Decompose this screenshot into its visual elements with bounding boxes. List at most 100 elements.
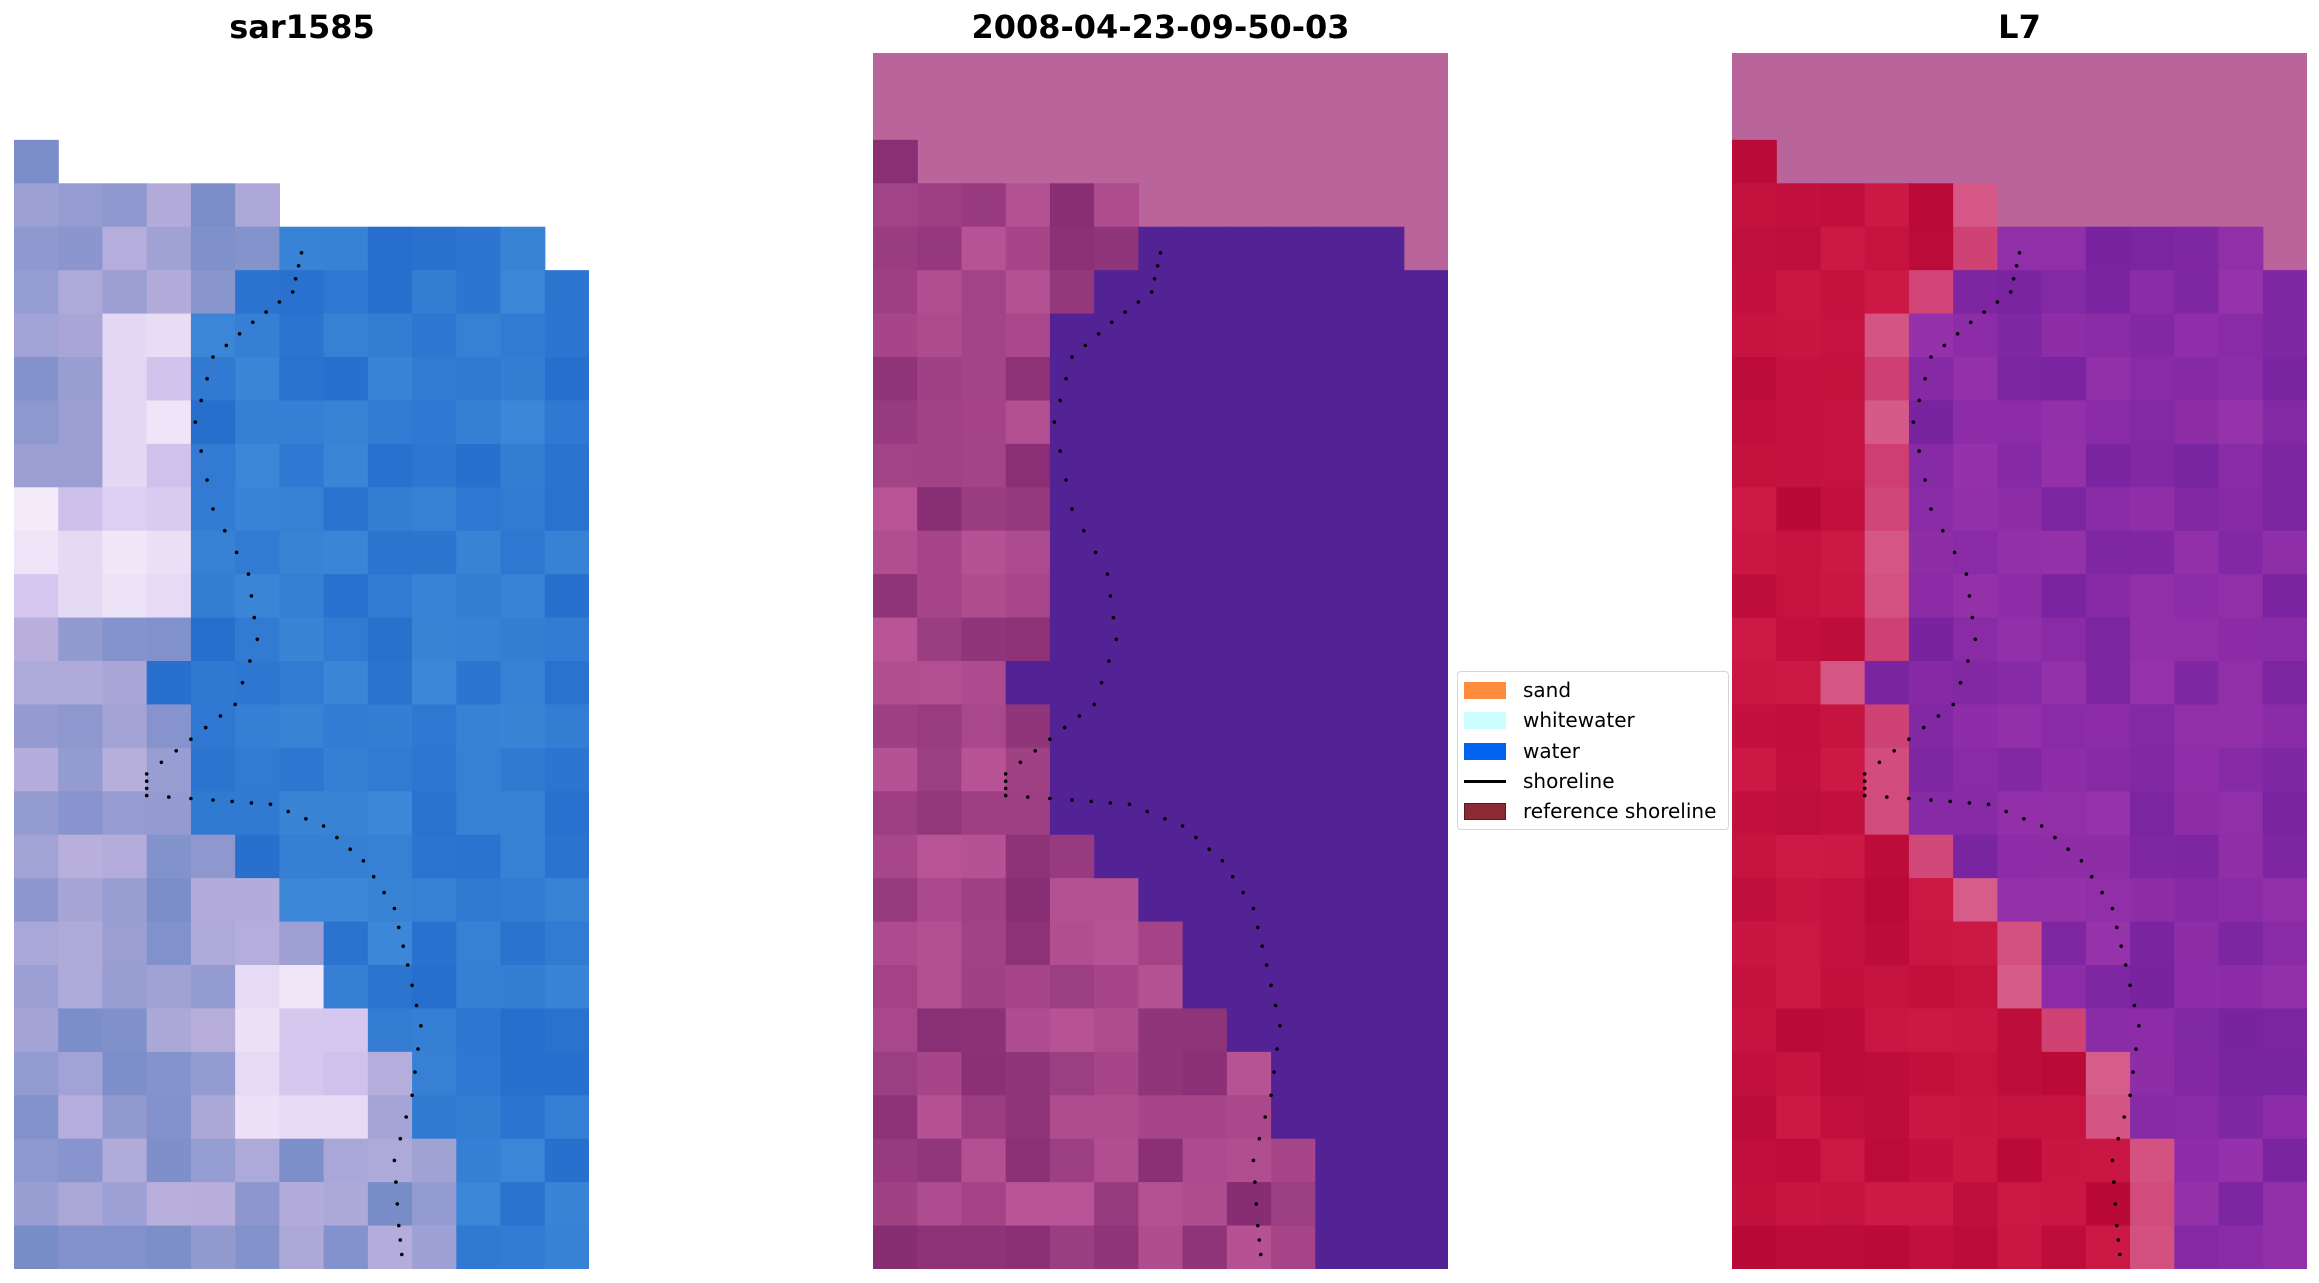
image-pixel	[1820, 617, 1866, 662]
image-pixel	[873, 1138, 918, 1183]
image-pixel	[190, 1008, 236, 1053]
image-pixel	[1359, 1095, 1405, 1140]
shoreline-point	[419, 1024, 423, 1028]
shoreline-point	[2053, 835, 2057, 840]
image-pixel	[1182, 400, 1228, 445]
image-pixel	[102, 574, 148, 619]
shoreline-point	[1969, 320, 1973, 325]
image-pixel	[323, 1182, 369, 1227]
image-pixel	[1732, 139, 1777, 184]
image-pixel	[1359, 965, 1405, 1010]
image-pixel	[1359, 530, 1405, 575]
rgb-image-panel	[14, 53, 589, 1269]
image-pixel	[235, 1095, 280, 1140]
image-pixel	[961, 965, 1007, 1010]
image-pixel	[500, 834, 546, 879]
image-pixel	[1732, 1225, 1777, 1269]
image-pixel	[2262, 661, 2307, 706]
image-pixel	[2262, 1225, 2307, 1269]
image-pixel	[1315, 1008, 1361, 1053]
shoreline-point	[2039, 824, 2044, 828]
legend-swatch-reference-shoreline	[1464, 802, 1506, 820]
image-pixel	[367, 1008, 413, 1053]
shoreline-point	[144, 772, 149, 776]
image-pixel	[412, 270, 457, 315]
image-pixel	[1138, 617, 1184, 662]
image-pixel	[2085, 530, 2131, 575]
image-pixel	[1403, 1051, 1448, 1096]
image-pixel	[1094, 400, 1139, 445]
image-pixel	[1864, 357, 1910, 402]
image-pixel	[1820, 921, 1866, 966]
image-pixel	[235, 1225, 280, 1269]
image-pixel	[2262, 791, 2307, 836]
shoreline-point	[1003, 779, 1008, 783]
image-pixel	[1182, 1095, 1228, 1140]
shoreline-point	[2132, 1003, 2137, 1008]
shoreline-point	[1149, 290, 1154, 294]
image-pixel	[2218, 1225, 2264, 1269]
image-pixel	[1182, 1051, 1228, 1096]
image-pixel	[456, 1008, 502, 1053]
image-pixel	[456, 965, 502, 1010]
image-pixel	[58, 530, 104, 575]
image-pixel	[873, 1051, 918, 1096]
shoreline-point	[1951, 702, 1955, 707]
image-pixel	[2218, 574, 2264, 619]
image-pixel	[1005, 1225, 1051, 1269]
image-pixel	[2085, 1182, 2131, 1227]
image-pixel	[456, 226, 502, 271]
image-pixel	[102, 487, 148, 532]
image-pixel	[1315, 965, 1361, 1010]
shoreline-point	[230, 799, 234, 804]
image-pixel	[102, 270, 148, 315]
image-pixel	[1403, 487, 1448, 532]
image-pixel	[235, 1182, 280, 1227]
image-pixel	[2262, 400, 2307, 445]
image-pixel	[1864, 921, 1910, 966]
image-pixel	[235, 487, 280, 532]
image-pixel	[323, 617, 369, 662]
image-pixel	[1271, 270, 1316, 315]
image-pixel	[1820, 878, 1866, 923]
image-pixel	[1403, 791, 1448, 836]
shoreline-point	[299, 251, 304, 255]
image-pixel	[1953, 443, 1998, 488]
image-pixel	[1820, 1008, 1866, 1053]
image-pixel	[1315, 617, 1361, 662]
image-pixel	[102, 834, 148, 879]
shoreline-point	[1958, 680, 1963, 685]
image-pixel	[1049, 1008, 1095, 1053]
image-pixel	[1732, 1182, 1777, 1227]
image-pixel	[1953, 1008, 1998, 1053]
image-pixel	[873, 400, 918, 445]
shoreline-point	[2128, 1093, 2132, 1098]
image-pixel	[1315, 921, 1361, 966]
shoreline-point	[1048, 737, 1052, 741]
image-pixel	[1820, 1182, 1866, 1227]
image-pixel	[2174, 357, 2220, 402]
image-pixel	[279, 357, 325, 402]
shoreline-point	[2022, 817, 2026, 821]
image-pixel	[235, 226, 280, 271]
image-pixel	[367, 965, 413, 1010]
image-pixel	[1315, 661, 1361, 706]
legend-label-water: water	[1523, 739, 1580, 763]
image-pixel	[1049, 747, 1095, 792]
image-pixel	[367, 1138, 413, 1183]
image-pixel	[2262, 1051, 2307, 1096]
image-pixel	[1953, 791, 1998, 836]
image-pixel	[1315, 1095, 1361, 1140]
image-pixel	[2041, 791, 2087, 836]
image-pixel	[323, 226, 369, 271]
image-pixel	[1732, 747, 1777, 792]
image-pixel	[1732, 313, 1777, 358]
image-pixel	[1732, 270, 1777, 315]
image-pixel	[1820, 357, 1866, 402]
shoreline-point	[144, 779, 149, 783]
image-pixel	[2130, 443, 2175, 488]
image-pixel	[2130, 574, 2175, 619]
shoreline-point	[1003, 772, 1008, 776]
image-pixel	[146, 1095, 192, 1140]
image-pixel	[1997, 574, 2043, 619]
